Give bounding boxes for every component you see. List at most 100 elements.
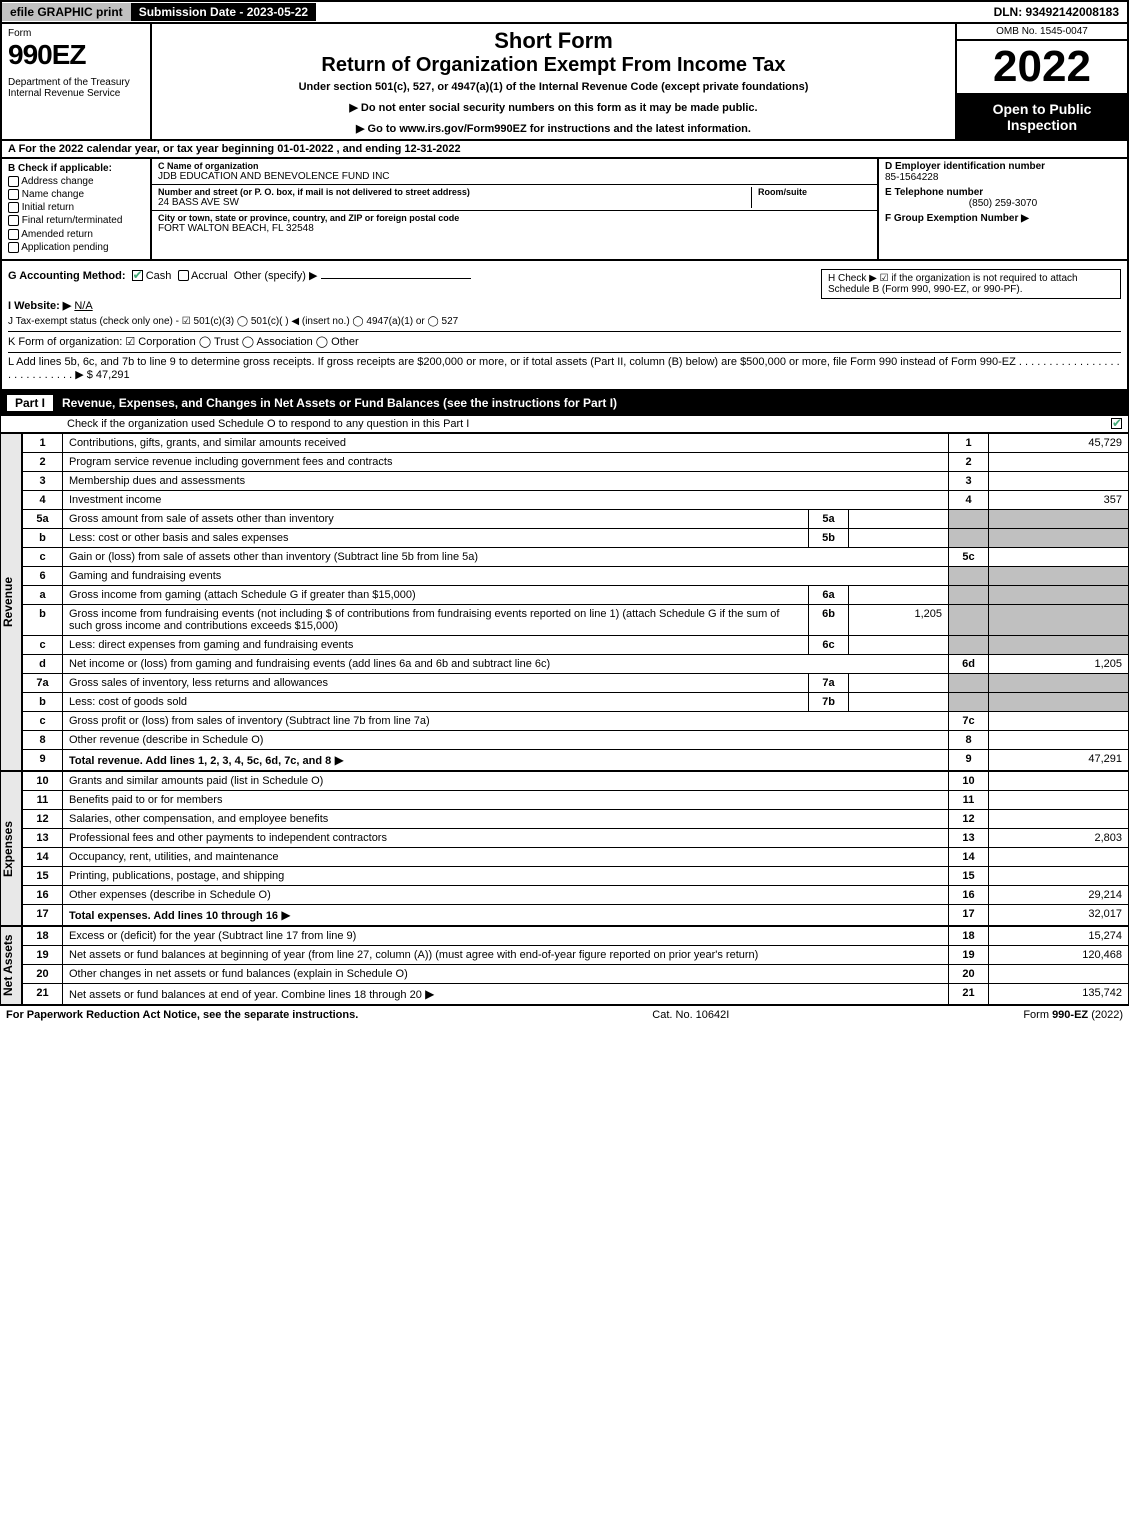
- l21-num: 21: [23, 983, 63, 1004]
- efile-print-label[interactable]: efile GRAPHIC print: [2, 3, 131, 21]
- l1-desc: Contributions, gifts, grants, and simila…: [63, 433, 949, 452]
- l7b-desc: Less: cost of goods sold: [63, 692, 809, 711]
- chk-application-pending[interactable]: Application pending: [8, 242, 144, 253]
- tel-label: E Telephone number: [885, 187, 983, 198]
- chk-address-change[interactable]: Address change: [8, 176, 144, 187]
- chk-accrual[interactable]: [178, 270, 189, 281]
- form-number: 990EZ: [8, 39, 144, 71]
- l5c-r: 5c: [949, 547, 989, 566]
- l6c-num: c: [23, 635, 63, 654]
- l4-desc: Investment income: [63, 490, 949, 509]
- l13-r: 13: [949, 828, 989, 847]
- l21-r: 21: [949, 983, 989, 1004]
- l10-amt: [989, 771, 1129, 790]
- netassets-vlabel: Net Assets: [0, 926, 22, 1005]
- l2-num: 2: [23, 452, 63, 471]
- org-name-label: C Name of organization: [158, 161, 871, 171]
- note-ssn: ▶ Do not enter social security numbers o…: [160, 101, 947, 114]
- l16-num: 16: [23, 885, 63, 904]
- l4-r: 4: [949, 490, 989, 509]
- note-goto[interactable]: ▶ Go to www.irs.gov/Form990EZ for instru…: [160, 122, 947, 135]
- l21-desc: Net assets or fund balances at end of ye…: [63, 983, 949, 1004]
- netassets-section: Net Assets 18Excess or (deficit) for the…: [0, 926, 1129, 1005]
- l19-num: 19: [23, 945, 63, 964]
- row-i-label: I Website: ▶: [8, 300, 71, 312]
- l7a-desc: Gross sales of inventory, less returns a…: [63, 673, 809, 692]
- l16-desc: Other expenses (describe in Schedule O): [63, 885, 949, 904]
- street: 24 BASS AVE SW: [158, 197, 751, 208]
- l8-num: 8: [23, 730, 63, 749]
- chk-initial-return[interactable]: Initial return: [8, 202, 144, 213]
- l6d-desc: Net income or (loss) from gaming and fun…: [63, 654, 949, 673]
- l12-desc: Salaries, other compensation, and employ…: [63, 809, 949, 828]
- chk-name-change[interactable]: Name change: [8, 189, 144, 200]
- revenue-section: Revenue 1Contributions, gifts, grants, a…: [0, 433, 1129, 771]
- l1-amt: 45,729: [989, 433, 1129, 452]
- l6a-sn: 6a: [809, 585, 849, 604]
- l5b-num: b: [23, 528, 63, 547]
- l15-desc: Printing, publications, postage, and shi…: [63, 866, 949, 885]
- section-b: B Check if applicable: Address change Na…: [2, 159, 152, 259]
- l8-amt: [989, 730, 1129, 749]
- l20-amt: [989, 964, 1129, 983]
- l10-desc: Grants and similar amounts paid (list in…: [63, 771, 949, 790]
- l9-num: 9: [23, 749, 63, 770]
- row-g-label: G Accounting Method:: [8, 270, 126, 282]
- l19-desc: Net assets or fund balances at beginning…: [63, 945, 949, 964]
- city-cell: City or town, state or province, country…: [152, 211, 877, 236]
- l3-amt: [989, 471, 1129, 490]
- cash-label: Cash: [146, 270, 172, 282]
- l6a-desc: Gross income from gaming (attach Schedul…: [63, 585, 809, 604]
- chk-amended-return[interactable]: Amended return: [8, 229, 144, 240]
- l18-r: 18: [949, 926, 989, 945]
- chk-cash[interactable]: [132, 270, 143, 281]
- l6a-num: a: [23, 585, 63, 604]
- l7a-num: 7a: [23, 673, 63, 692]
- row-g: H Check ▶ ☑ if the organization is not r…: [8, 269, 1121, 282]
- l9-r: 9: [949, 749, 989, 770]
- footer-cat: Cat. No. 10642I: [652, 1009, 729, 1021]
- l7a-rs: [949, 673, 989, 692]
- l6c-desc: Less: direct expenses from gaming and fu…: [63, 635, 809, 654]
- l7c-desc: Gross profit or (loss) from sales of inv…: [63, 711, 949, 730]
- l6b-desc: Gross income from fundraising events (no…: [63, 604, 809, 635]
- row-h: H Check ▶ ☑ if the organization is not r…: [821, 269, 1121, 299]
- chk-application-pending-label: Application pending: [21, 242, 108, 253]
- chk-address-change-label: Address change: [21, 176, 93, 187]
- l17-num: 17: [23, 904, 63, 925]
- l15-r: 15: [949, 866, 989, 885]
- l6b-sa: 1,205: [849, 604, 949, 635]
- l11-r: 11: [949, 790, 989, 809]
- l7c-num: c: [23, 711, 63, 730]
- ein: 85-1564228: [885, 172, 938, 183]
- l1-r: 1: [949, 433, 989, 452]
- l7a-sn: 7a: [809, 673, 849, 692]
- rows-ghijkl: H Check ▶ ☑ if the organization is not r…: [0, 261, 1129, 391]
- l12-amt: [989, 809, 1129, 828]
- telephone: (850) 259-3070: [885, 198, 1121, 209]
- row-i: I Website: ▶ N/A: [8, 299, 1121, 312]
- l7a-sa: [849, 673, 949, 692]
- l2-amt: [989, 452, 1129, 471]
- l7b-sn: 7b: [809, 692, 849, 711]
- part1-label: Part I: [6, 394, 54, 412]
- l19-amt: 120,468: [989, 945, 1129, 964]
- chk-final-return[interactable]: Final return/terminated: [8, 215, 144, 226]
- group-exemption-label: F Group Exemption Number ▶: [885, 213, 1029, 224]
- l17-desc: Total expenses. Add lines 10 through 16: [63, 904, 949, 925]
- l7b-as: [989, 692, 1129, 711]
- l7a-as: [989, 673, 1129, 692]
- l5a-num: 5a: [23, 509, 63, 528]
- revenue-table: 1Contributions, gifts, grants, and simil…: [22, 433, 1129, 771]
- l8-r: 8: [949, 730, 989, 749]
- chk-schedule-o[interactable]: [1111, 418, 1122, 429]
- l6d-amt: 1,205: [989, 654, 1129, 673]
- tax-year: 2022: [957, 41, 1127, 95]
- l21-amt: 135,742: [989, 983, 1129, 1004]
- l7b-num: b: [23, 692, 63, 711]
- expenses-table: 10Grants and similar amounts paid (list …: [22, 771, 1129, 926]
- l7b-rs: [949, 692, 989, 711]
- l4-num: 4: [23, 490, 63, 509]
- l6d-r: 6d: [949, 654, 989, 673]
- submission-date: Submission Date - 2023-05-22: [131, 3, 316, 21]
